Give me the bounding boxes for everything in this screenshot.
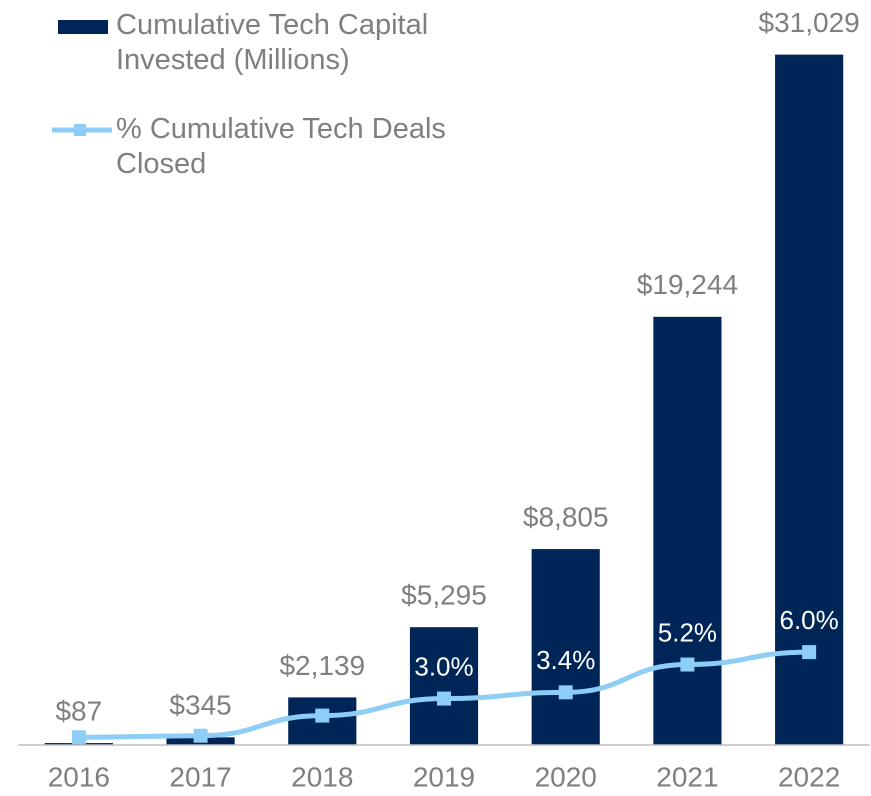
legend-bar-swatch	[58, 20, 108, 34]
bar-value-label: $19,244	[637, 269, 738, 300]
line-marker	[315, 708, 330, 723]
line-marker	[558, 685, 573, 700]
bar-value-label: $2,139	[279, 650, 365, 681]
x-tick-label: 2022	[778, 761, 840, 792]
x-tick-label: 2018	[291, 761, 353, 792]
bar-value-label: $31,029	[759, 7, 860, 38]
line-value-label: 3.0%	[414, 651, 473, 681]
x-tick-label: 2019	[413, 761, 475, 792]
x-tick-label: 2016	[48, 761, 110, 792]
line-marker	[802, 645, 817, 660]
bar	[775, 54, 844, 746]
legend-line-marker	[74, 124, 86, 136]
legend-line-label: % Cumulative Tech Deals Closed	[116, 113, 446, 180]
x-tick-label: 2020	[535, 761, 597, 792]
line-value-label: 6.0%	[780, 605, 839, 635]
x-tick-label: 2021	[656, 761, 718, 792]
line-marker	[71, 730, 86, 745]
x-tick-label: 2017	[169, 761, 231, 792]
line-marker	[680, 657, 695, 672]
line-marker	[437, 691, 451, 706]
bar-value-label: $87	[55, 695, 102, 726]
bar-value-label: $345	[169, 690, 231, 721]
bar-value-label: $5,295	[401, 580, 487, 611]
line-marker	[193, 728, 208, 743]
bar	[531, 549, 600, 745]
line-value-label: 3.4%	[536, 645, 595, 675]
bar	[409, 627, 479, 745]
legend-bar-label: Cumulative Tech Capital Invested (Millio…	[116, 9, 429, 76]
line-value-label: 5.2%	[658, 617, 717, 647]
bar	[653, 316, 722, 745]
bar-value-label: $8,805	[523, 501, 609, 532]
